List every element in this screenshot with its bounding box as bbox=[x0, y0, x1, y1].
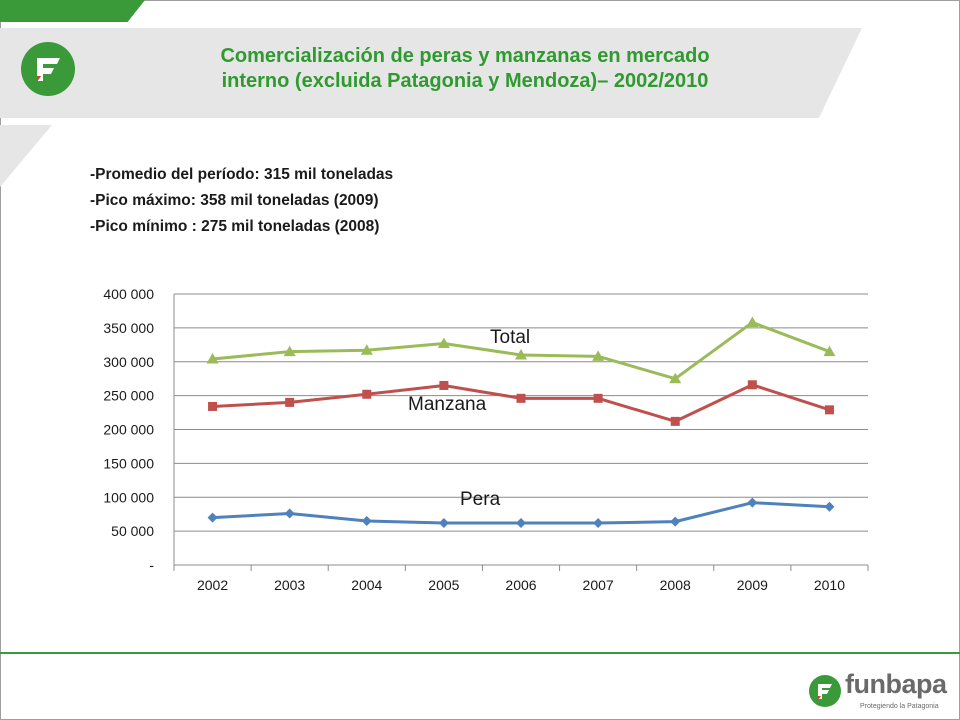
bullet-max: -Pico máximo: 358 mil toneladas (2009) bbox=[90, 192, 379, 209]
x-tick-label: 2010 bbox=[814, 577, 845, 593]
point-pera bbox=[438, 517, 449, 528]
point-pera bbox=[670, 516, 681, 527]
y-tick-label: 400 000 bbox=[103, 286, 154, 302]
brand-tagline: Protegiendo la Patagonia bbox=[860, 703, 939, 710]
point-pera bbox=[207, 512, 218, 523]
funbapa-logo-icon bbox=[21, 42, 75, 96]
bullet-min: -Pico mínimo : 275 mil toneladas (2008) bbox=[90, 218, 380, 235]
series-label-total: Total bbox=[490, 327, 530, 348]
point-total bbox=[669, 372, 682, 384]
x-tick-label: 2004 bbox=[351, 577, 382, 593]
line-chart: - 50 000 100 000 150 000 200 000 250 000 300 0… bbox=[103, 286, 869, 593]
point-manzana bbox=[593, 393, 603, 403]
point-manzana bbox=[285, 397, 295, 407]
x-tick-label: 2006 bbox=[505, 577, 536, 593]
y-tick-label: 200 000 bbox=[103, 422, 154, 438]
brand-mark-icon bbox=[809, 675, 841, 707]
point-total bbox=[283, 345, 296, 357]
slide-title: Comercialización de peras y manzanas en … bbox=[110, 44, 820, 94]
point-total bbox=[746, 316, 759, 327]
point-pera bbox=[593, 517, 604, 528]
x-tick-label: 2005 bbox=[428, 577, 459, 593]
decorative-wedge bbox=[0, 125, 52, 187]
y-tick-label: 350 000 bbox=[103, 320, 154, 336]
point-total bbox=[592, 350, 605, 361]
point-total bbox=[515, 348, 527, 360]
point-manzana bbox=[516, 393, 526, 403]
x-tick-label: 2002 bbox=[197, 577, 228, 593]
brand-logo: funbapa Protegiendo la Patagonia bbox=[808, 669, 958, 717]
point-pera bbox=[747, 497, 758, 508]
bullet-average: -Promedio del período: 315 mil toneladas bbox=[90, 166, 394, 183]
point-total bbox=[823, 345, 836, 357]
point-manzana bbox=[362, 389, 372, 399]
y-tick-label: 150 000 bbox=[103, 455, 154, 471]
summary-bullets: -Promedio del período: 315 mil toneladas… bbox=[90, 162, 393, 240]
point-manzana bbox=[824, 405, 834, 415]
brand-name: funbapa bbox=[845, 669, 947, 699]
x-tick-label: 2009 bbox=[737, 577, 768, 593]
title-line-1: Comercialización de peras y manzanas en … bbox=[220, 45, 710, 67]
title-line-2: interno (excluida Patagonia y Mendoza)– … bbox=[221, 70, 709, 92]
footer-divider bbox=[0, 652, 960, 654]
x-tick-label: 2008 bbox=[660, 577, 691, 593]
series-line-manzana bbox=[212, 383, 830, 423]
point-manzana bbox=[439, 380, 449, 390]
corner-accent bbox=[0, 0, 145, 22]
x-tick-label: 2003 bbox=[274, 577, 305, 593]
point-pera bbox=[284, 508, 295, 519]
point-total bbox=[360, 344, 373, 355]
point-manzana bbox=[747, 380, 757, 390]
point-total bbox=[206, 353, 219, 364]
point-manzana bbox=[670, 416, 680, 426]
series-label-pera: Pera bbox=[460, 489, 501, 510]
y-tick-label: 250 000 bbox=[103, 388, 154, 404]
y-tick-label: 300 000 bbox=[103, 354, 154, 370]
x-tick-label: 2007 bbox=[583, 577, 614, 593]
point-pera bbox=[824, 501, 835, 512]
y-tick-label: 50 000 bbox=[111, 523, 154, 539]
point-pera bbox=[361, 515, 372, 526]
point-pera bbox=[516, 517, 526, 528]
header-band bbox=[0, 28, 862, 118]
point-manzana bbox=[208, 401, 218, 411]
point-total bbox=[437, 337, 450, 348]
y-tick-label: - bbox=[149, 557, 154, 573]
y-tick-label: 100 000 bbox=[103, 489, 154, 505]
series-label-manzana: Manzana bbox=[408, 394, 487, 415]
